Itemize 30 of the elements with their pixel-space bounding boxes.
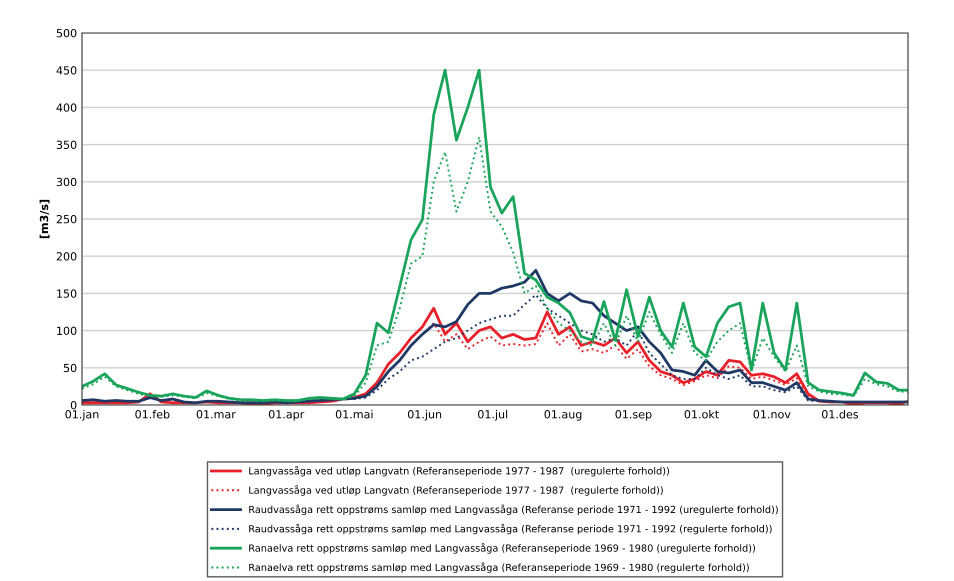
y-tick-label: 450: [56, 66, 76, 75]
x-tick-label: 01.des: [822, 410, 858, 418]
y-tick-label: 50: [64, 364, 76, 372]
x-tick-label: 01.okt: [684, 410, 719, 418]
x-tick-label: 01.jul: [478, 410, 508, 421]
x-tick-label: 01.mai: [336, 410, 372, 418]
x-tick-label: 01.jan: [65, 410, 98, 421]
x-tick-label: 01.sep: [615, 410, 652, 421]
x-tick-label: 01.jun: [408, 410, 442, 421]
y-tick-label: 250: [56, 214, 76, 224]
legend-label: Raudvassåga rett oppstrøms samløp med Langvassåga (Referanse periode 1971 - 1992 (regulerte forhold)): [249, 524, 772, 534]
y-tick-label: 400: [56, 103, 76, 112]
legend-label: Ranaelva rett oppstrøms samløp med Langvassåga (Referanseperiode 1969 - 1980 (uregulerte forhold)): [249, 543, 755, 554]
legend-label: Ranaelva rett oppstrøms samløp med Langvassåga (Referanseperiode 1969 - 1980 (regulerte forhold)): [249, 562, 749, 573]
legend-label: Langvassåga ved utløp Langvatn (Referanseperiode 1977 - 1987 (uregulerte forhold)): [249, 466, 669, 476]
y-tick-label: 0: [70, 400, 76, 410]
y-tick-label: 500: [56, 28, 76, 38]
x-tick-label: 01.apr: [268, 410, 304, 421]
x-tick-label: 01.nov: [754, 410, 791, 418]
y-tick-label: 350: [56, 140, 76, 149]
x-tick-label: 01.mar: [196, 410, 236, 418]
y-axis-title: [m3/s]: [40, 200, 50, 238]
y-tick-label: 300: [56, 178, 76, 186]
y-tick-label: 200: [56, 252, 76, 261]
legend-label: Raudvassåga rett oppstrøms samløp med Langvassåga (Referanse periode 1971 - 1992 (uregulerte forhold)): [249, 504, 778, 516]
x-tick-label: 01.aug: [544, 410, 582, 421]
legend-label: Langvassåga ved utløp Langvatn (Referanseperiode 1977 - 1987 (regulerte forhold)): [249, 485, 663, 496]
x-tick-label: 01.feb: [135, 410, 170, 418]
y-tick-label: 100: [57, 326, 76, 335]
y-tick-label: 150: [57, 289, 76, 298]
